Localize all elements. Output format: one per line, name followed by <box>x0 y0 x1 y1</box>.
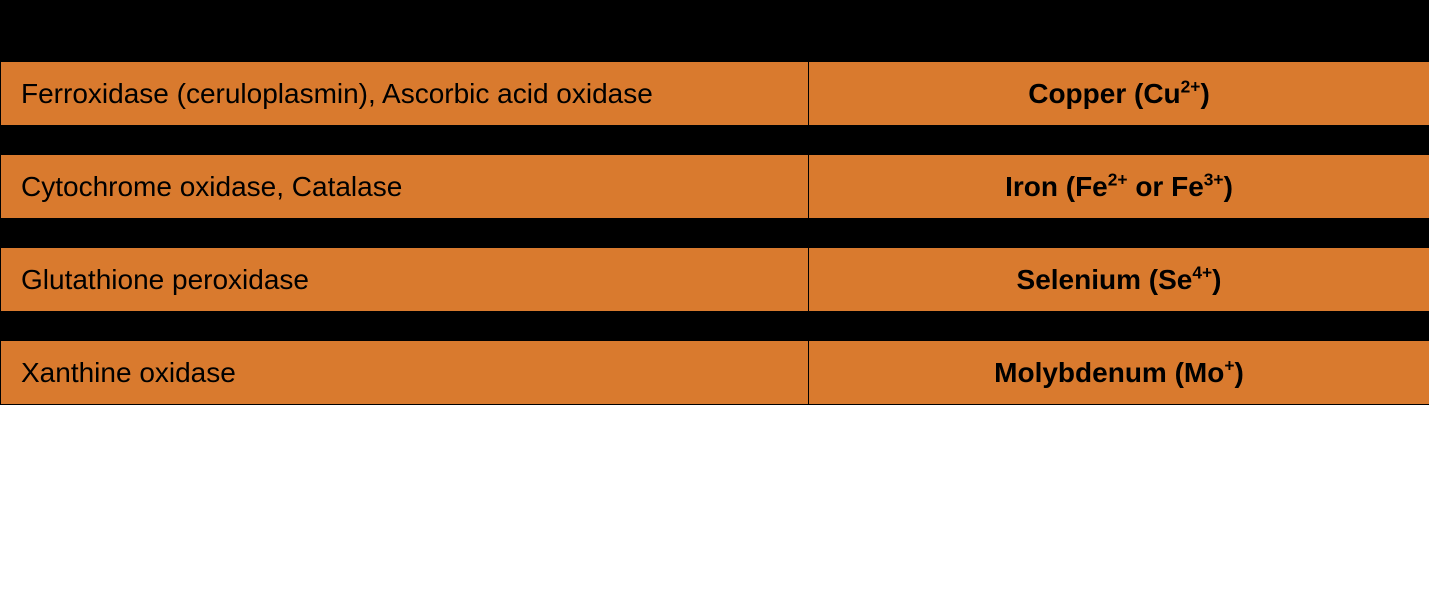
table-row <box>1 126 1429 155</box>
enzyme-metal-table: Ferroxidase (ceruloplasmin), Ascorbic ac… <box>0 0 1429 405</box>
enzyme-cell: Ferroxidase (ceruloplasmin), Ascorbic ac… <box>1 62 809 126</box>
metal-cell: Iron (Fe2+ or Fe3+) <box>809 155 1429 219</box>
enzyme-cell <box>1 1 809 62</box>
metal-cell <box>809 126 1429 155</box>
metal-cell: Molybdenum (Mo+) <box>809 341 1429 405</box>
enzyme-cell <box>1 312 809 341</box>
table-row: Xanthine oxidase Molybdenum (Mo+) <box>1 341 1429 405</box>
enzyme-cell <box>1 219 809 248</box>
table-row <box>1 312 1429 341</box>
enzyme-cell: Xanthine oxidase <box>1 341 809 405</box>
table-row <box>1 1 1429 62</box>
table-row: Ferroxidase (ceruloplasmin), Ascorbic ac… <box>1 62 1429 126</box>
enzyme-cell: Cytochrome oxidase, Catalase <box>1 155 809 219</box>
table-row: Cytochrome oxidase, Catalase Iron (Fe2+ … <box>1 155 1429 219</box>
metal-cell <box>809 1 1429 62</box>
metal-cell: Selenium (Se4+) <box>809 248 1429 312</box>
metal-cell: Copper (Cu2+) <box>809 62 1429 126</box>
table-row: Glutathione peroxidase Selenium (Se4+) <box>1 248 1429 312</box>
enzyme-cell: Glutathione peroxidase <box>1 248 809 312</box>
table-body: Ferroxidase (ceruloplasmin), Ascorbic ac… <box>1 1 1429 405</box>
table-row <box>1 219 1429 248</box>
enzyme-metal-table-wrap: Ferroxidase (ceruloplasmin), Ascorbic ac… <box>0 0 1429 405</box>
enzyme-cell <box>1 126 809 155</box>
metal-cell <box>809 312 1429 341</box>
metal-cell <box>809 219 1429 248</box>
